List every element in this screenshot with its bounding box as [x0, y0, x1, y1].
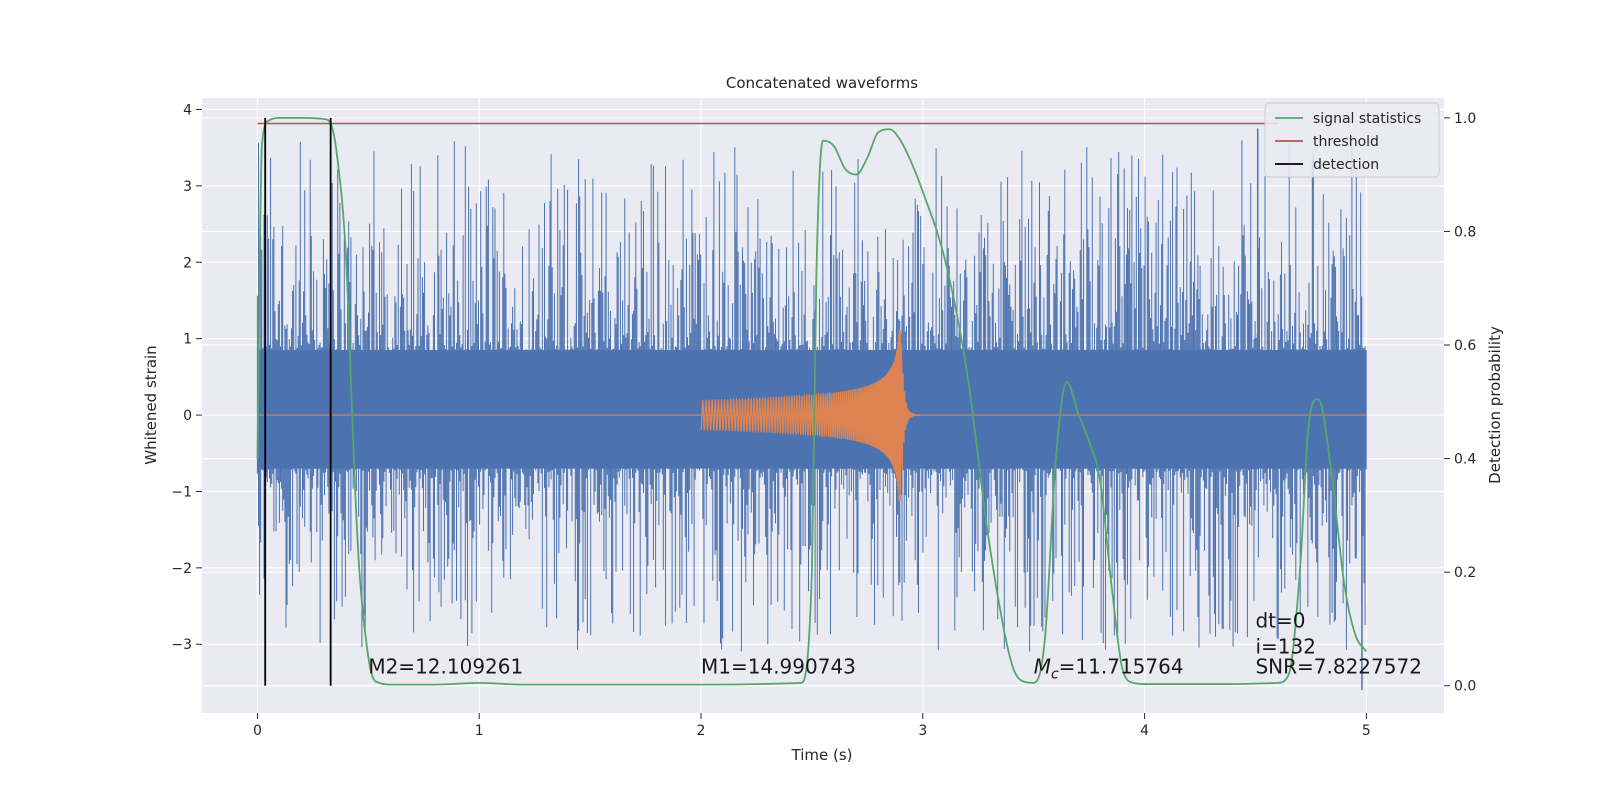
chart-title: Concatenated waveforms: [726, 74, 918, 92]
y-tick-label: 4: [183, 102, 192, 118]
legend-label: detection: [1313, 157, 1379, 173]
y2-tick-label: 1.0: [1454, 111, 1476, 127]
signal-statistics-series: [256, 116, 1368, 686]
x-tick-label: 1: [475, 723, 484, 739]
annotation-text: M2=12.109261: [368, 654, 523, 678]
annotation-text: i=132: [1255, 634, 1316, 658]
annotation-text: Mc=11.715764: [1034, 654, 1184, 682]
x-tick-label: 5: [1362, 723, 1371, 739]
y2-tick-label: 0.8: [1454, 224, 1476, 240]
y2-tick-label: 0.4: [1454, 452, 1476, 468]
y-tick-label: 1: [183, 332, 192, 348]
x-axis: 0 1 2 3 4 5: [253, 713, 1371, 739]
x-tick-label: 3: [918, 723, 927, 739]
y-tick-label: 3: [183, 179, 192, 195]
plot-area: [202, 98, 1444, 713]
x-axis-label: Time (s): [791, 746, 853, 764]
annotation-text: M1=14.990743: [701, 654, 856, 678]
y-axis-label: Whitened strain: [142, 345, 160, 464]
annotation-text: SNR=7.8227572: [1255, 654, 1421, 678]
y2-tick-label: 0.6: [1454, 338, 1476, 354]
waveform-series: [700, 330, 921, 501]
y-tick-label: 0: [183, 408, 192, 424]
y2-axis-label: Detection probability: [1486, 326, 1504, 484]
left-y-axis: −3 −2 −1 0 1 2 3 4: [171, 102, 202, 653]
legend-label: signal statistics: [1313, 111, 1421, 127]
y-tick-label: −1: [171, 484, 192, 500]
right-y-axis: 0.0 0.2 0.4 0.6 0.8 1.0: [1444, 111, 1476, 695]
legend: signal statistics threshold detection: [1264, 102, 1440, 178]
y-tick-label: 2: [183, 255, 192, 271]
x-tick-label: 0: [253, 723, 262, 739]
x-tick-label: 2: [697, 723, 706, 739]
y2-tick-label: 0.2: [1454, 565, 1476, 581]
y-tick-label: −2: [171, 561, 192, 577]
y-tick-label: −3: [171, 637, 192, 653]
y2-tick-label: 0.0: [1454, 679, 1476, 695]
annotations: M2=12.109261 M1=14.990743 Mc=11.715764 dt=0…: [368, 608, 1422, 682]
legend-label: threshold: [1313, 134, 1379, 150]
legend-box: [1264, 102, 1440, 178]
x-tick-label: 4: [1140, 723, 1149, 739]
annotation-text: dt=0: [1255, 608, 1305, 632]
